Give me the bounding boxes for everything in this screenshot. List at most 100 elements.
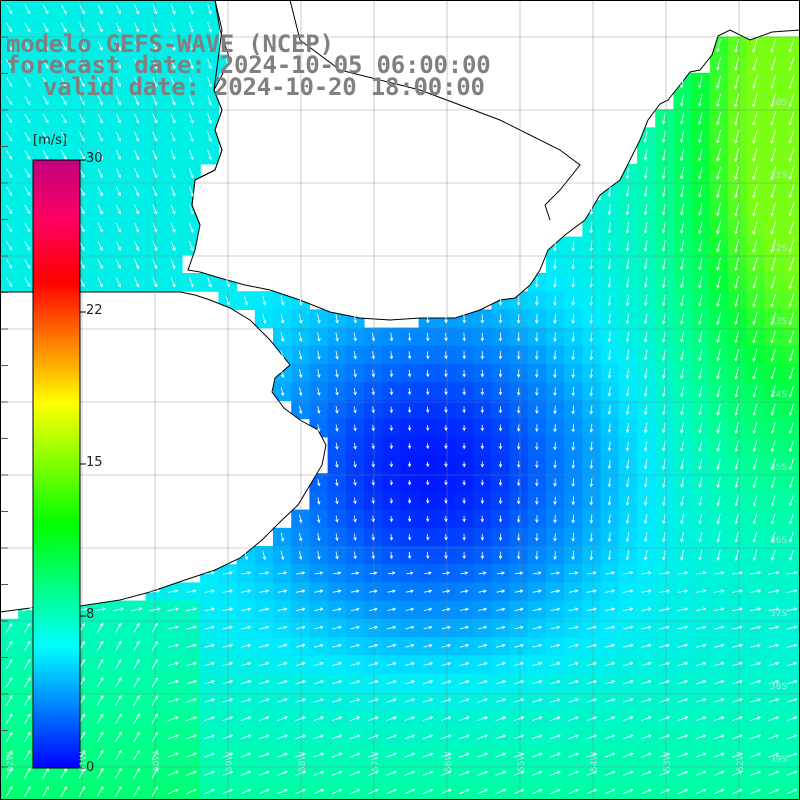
wind-arrow: [480, 497, 485, 505]
wind-arrow: [258, 698, 270, 703]
wind-arrow: [462, 515, 466, 523]
wind-arrow: [353, 387, 357, 396]
wind-arrow: [734, 184, 740, 199]
wind-arrow: [462, 533, 466, 541]
wind-arrow: [389, 424, 394, 432]
wind-arrow: [643, 495, 648, 507]
wind-arrow: [659, 770, 671, 776]
wind-arrow: [331, 698, 343, 703]
wind-arrow: [386, 734, 397, 740]
wind-arrow: [752, 275, 758, 290]
wind-arrow: [788, 239, 795, 253]
wind-arrow: [207, 22, 212, 33]
wind-arrow: [189, 77, 194, 88]
wind-arrow: [788, 38, 795, 53]
wind-arrow: [571, 478, 575, 488]
wind-arrow: [276, 770, 288, 776]
wind-arrow: [258, 788, 270, 795]
wind-arrow: [752, 476, 758, 489]
wind-arrow: [770, 166, 776, 181]
wind-arrow: [61, 150, 67, 160]
wind-arrow: [6, 677, 13, 688]
wind-arrow: [295, 589, 306, 593]
wind-arrow: [371, 551, 375, 560]
wind-arrow: [698, 422, 703, 434]
wind-arrow: [752, 330, 758, 344]
wind-arrow: [513, 680, 525, 685]
wind-arrow: [480, 479, 485, 486]
wind-arrow: [788, 184, 795, 199]
wind-arrow: [680, 386, 684, 398]
wind-arrow: [458, 752, 470, 758]
wind-arrow: [335, 442, 339, 450]
wind-arrow: [368, 734, 379, 740]
wind-arrow: [170, 4, 176, 15]
wind-arrow: [713, 625, 725, 630]
wind-arrow: [513, 661, 525, 666]
wind-arrow: [152, 58, 158, 70]
wind-arrow: [531, 716, 543, 721]
wind-arrow: [335, 406, 339, 414]
wind-arrow: [662, 495, 666, 507]
wind-arrow: [79, 22, 85, 33]
wind-arrow: [607, 423, 612, 433]
wind-arrow: [625, 240, 630, 252]
wind-arrow: [386, 680, 397, 685]
wind-arrow: [134, 204, 140, 215]
wind-arrow: [331, 734, 343, 740]
wind-arrow: [425, 479, 430, 486]
wind-arrow: [607, 368, 612, 379]
colorbar-tick-0: 0: [86, 760, 95, 775]
wind-arrow: [607, 204, 612, 216]
wind-arrow: [788, 275, 795, 290]
wind-arrow: [734, 257, 740, 272]
wind-arrow: [386, 716, 397, 721]
wind-arrow: [553, 277, 557, 288]
wind-arrow: [185, 643, 198, 648]
wind-arrow: [277, 571, 288, 575]
wind-arrow: [770, 75, 776, 90]
wind-arrow: [732, 589, 743, 593]
wind-arrow: [313, 643, 324, 648]
wind-arrow: [222, 625, 234, 630]
wind-speed-cell: [109, 728, 128, 747]
wind-arrow: [371, 479, 375, 486]
wind-arrow: [786, 680, 798, 685]
wind-arrow: [513, 752, 525, 758]
wind-arrow: [115, 150, 121, 160]
wind-arrow: [478, 607, 488, 612]
wind-arrow: [405, 589, 415, 594]
wind-arrow: [496, 589, 506, 594]
wind-arrow: [752, 348, 758, 362]
wind-arrow: [24, 713, 31, 724]
wind-arrow: [277, 643, 288, 648]
wind-arrow: [498, 443, 503, 450]
wind-arrow: [462, 443, 466, 450]
wind-arrow: [96, 713, 104, 724]
wind-arrow: [498, 351, 503, 360]
wind-arrow: [353, 461, 357, 468]
wind-arrow: [152, 113, 158, 124]
wind-arrow: [204, 734, 216, 740]
wind-arrow: [185, 625, 198, 630]
wind-arrow: [386, 698, 397, 703]
wind-arrow: [133, 695, 140, 706]
wind-arrow: [258, 752, 270, 758]
wind-arrow: [259, 589, 270, 593]
wind-arrow: [607, 532, 612, 543]
wind-arrow: [458, 770, 470, 776]
wind-arrow: [462, 551, 466, 560]
wind-arrow: [698, 331, 703, 344]
wind-arrow: [659, 589, 671, 593]
wind-arrow: [24, 131, 31, 142]
wind-arrow: [662, 513, 666, 525]
wind-arrow: [240, 643, 252, 648]
wind-arrow: [680, 331, 684, 343]
wind-arrow: [404, 788, 416, 795]
wind-arrow: [513, 788, 525, 795]
wind-arrow: [698, 312, 703, 326]
wind-arrow: [716, 330, 721, 344]
wind-arrow: [698, 75, 703, 89]
wind-arrow: [207, 58, 212, 70]
wind-arrow: [788, 57, 795, 71]
